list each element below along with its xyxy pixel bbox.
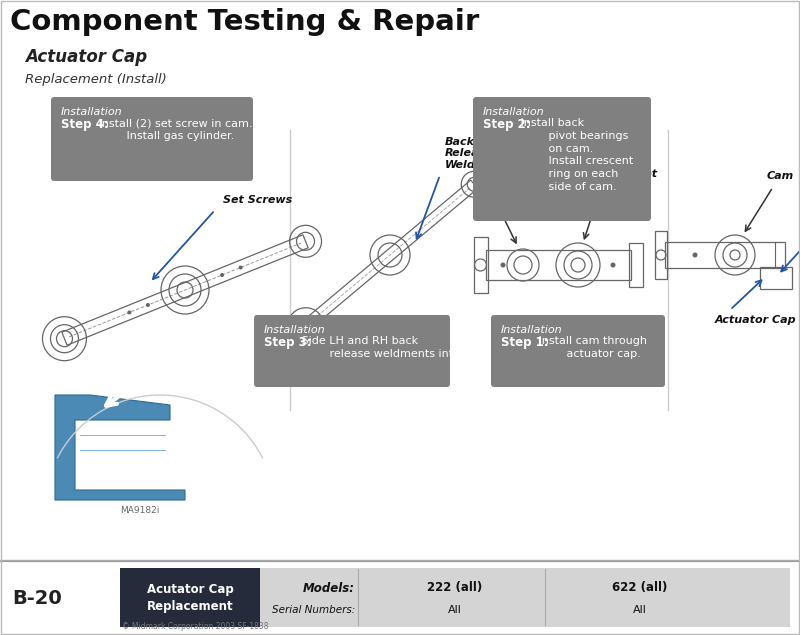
- Text: Replacement (Install): Replacement (Install): [25, 73, 166, 86]
- Ellipse shape: [501, 262, 506, 267]
- Text: 622 (all): 622 (all): [612, 582, 668, 594]
- Text: Step 4:: Step 4:: [61, 118, 109, 131]
- FancyBboxPatch shape: [473, 97, 651, 221]
- Bar: [665, 242, 785, 268]
- Polygon shape: [55, 395, 185, 500]
- Text: Step 1:: Step 1:: [501, 336, 549, 349]
- Ellipse shape: [146, 303, 150, 307]
- Text: MA9182i: MA9182i: [120, 506, 160, 515]
- Text: Installation: Installation: [264, 325, 326, 335]
- Text: Step 2:: Step 2:: [483, 118, 530, 131]
- FancyBboxPatch shape: [51, 97, 253, 181]
- Bar: [474, 237, 487, 293]
- Bar: [260, 568, 790, 627]
- Text: Cresent
Rings: Cresent Rings: [488, 171, 537, 193]
- Bar: [760, 267, 792, 289]
- Ellipse shape: [220, 273, 224, 277]
- FancyBboxPatch shape: [491, 315, 665, 387]
- Bar: [655, 231, 667, 279]
- Text: Installation: Installation: [61, 107, 122, 117]
- Text: Installation: Installation: [501, 325, 562, 335]
- Text: Acutator Cap
Replacement: Acutator Cap Replacement: [146, 583, 234, 613]
- Ellipse shape: [127, 311, 131, 314]
- Ellipse shape: [238, 265, 242, 269]
- Ellipse shape: [693, 253, 698, 258]
- Text: Models:: Models:: [303, 582, 355, 594]
- Text: All: All: [448, 605, 462, 615]
- Ellipse shape: [610, 262, 615, 267]
- Bar: [629, 243, 642, 287]
- Text: Install (2) set screw in cam.
         Install gas cylinder.: Install (2) set screw in cam. Install ga…: [94, 118, 252, 141]
- Text: Set Screws: Set Screws: [223, 195, 292, 205]
- Text: Back
Release
Weldments: Back Release Weldments: [445, 137, 515, 170]
- FancyBboxPatch shape: [254, 315, 450, 387]
- Bar: [486, 250, 630, 280]
- Text: Actuator Cap: Actuator Cap: [715, 315, 797, 325]
- Text: © Midmark Corporation 2003 SF-1838: © Midmark Corporation 2003 SF-1838: [122, 622, 269, 631]
- Text: Component Testing & Repair: Component Testing & Repair: [10, 8, 479, 36]
- Text: Step 3:: Step 3:: [264, 336, 312, 349]
- Text: Side LH and RH back
         release weldments into cam.: Side LH and RH back release weldments in…: [298, 336, 490, 359]
- Bar: [120, 568, 260, 627]
- Text: Actuator Cap: Actuator Cap: [25, 48, 147, 66]
- Text: 222 (all): 222 (all): [427, 582, 482, 594]
- Text: Install back
         pivot bearings
         on cam.
         Install crescent
: Install back pivot bearings on cam. Inst…: [517, 118, 633, 192]
- Text: Cam: Cam: [767, 171, 794, 181]
- Text: Installation: Installation: [483, 107, 545, 117]
- Text: B-20: B-20: [12, 589, 62, 608]
- Text: Serial Numbers:: Serial Numbers:: [272, 605, 355, 615]
- Text: Back Pivot
Bearings: Back Pivot Bearings: [591, 170, 657, 191]
- Text: All: All: [633, 605, 647, 615]
- Text: Install cam through
         actuator cap.: Install cam through actuator cap.: [534, 336, 646, 359]
